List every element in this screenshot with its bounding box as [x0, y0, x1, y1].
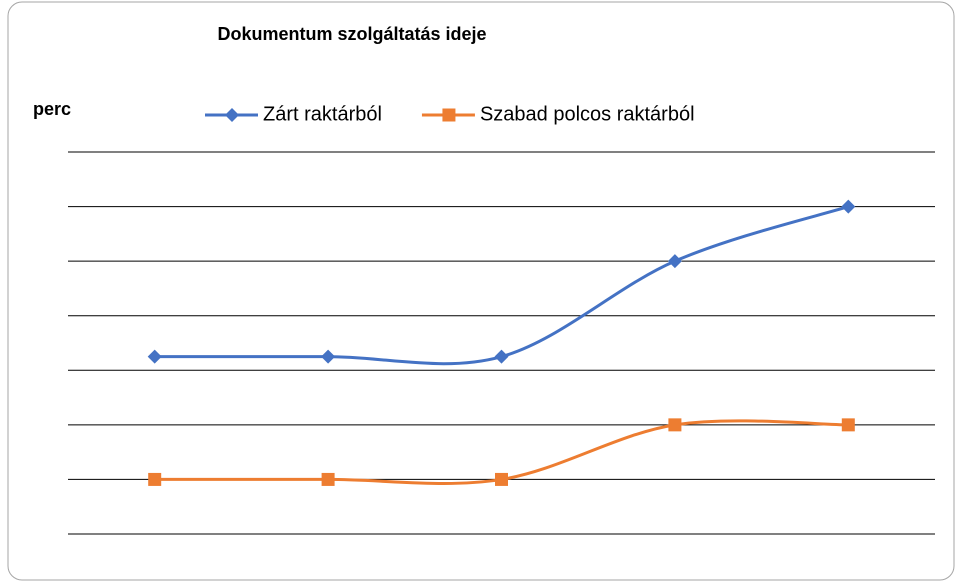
marker: [841, 418, 855, 432]
y-axis-label: perc: [33, 99, 71, 119]
marker: [321, 472, 335, 486]
marker: [667, 254, 682, 269]
legend-label: Zárt raktárból: [263, 103, 382, 125]
legend-marker: [442, 108, 456, 122]
marker: [148, 472, 162, 486]
chart-title: Dokumentum szolgáltatás ideje: [217, 24, 486, 44]
marker: [321, 349, 336, 364]
legend-marker: [225, 108, 239, 122]
marker: [495, 472, 508, 486]
legend-label: Szabad polcos raktárból: [480, 103, 695, 125]
marker: [494, 349, 509, 364]
marker: [841, 199, 856, 214]
chart-border: [7, 1, 955, 581]
marker: [147, 349, 162, 364]
marker: [668, 418, 682, 432]
